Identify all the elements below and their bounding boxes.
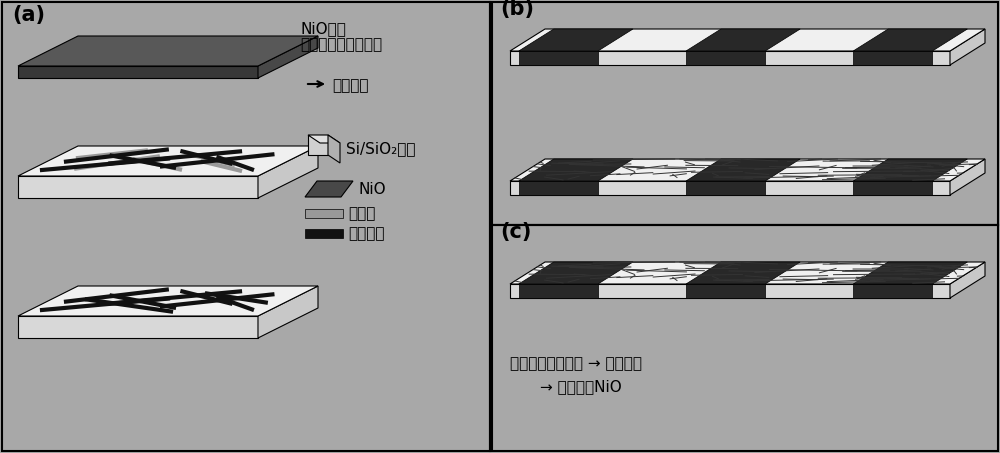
Polygon shape — [18, 146, 318, 176]
Text: 与碳纳米管薄膜接触: 与碳纳米管薄膜接触 — [300, 37, 382, 52]
Polygon shape — [510, 181, 950, 195]
Polygon shape — [18, 286, 318, 316]
Polygon shape — [305, 181, 353, 197]
Text: Si/SiO₂基片: Si/SiO₂基片 — [346, 141, 416, 156]
Text: 转移碳纳米管薄膜 → 碳热反应: 转移碳纳米管薄膜 → 碳热反应 — [510, 356, 642, 371]
Text: NiO: NiO — [359, 182, 387, 197]
Polygon shape — [950, 262, 985, 298]
Text: (c): (c) — [500, 222, 531, 242]
FancyBboxPatch shape — [492, 225, 998, 451]
Text: NiO薄膜: NiO薄膜 — [300, 21, 346, 36]
Polygon shape — [519, 159, 633, 181]
Polygon shape — [18, 36, 318, 66]
Polygon shape — [686, 29, 800, 51]
Polygon shape — [686, 159, 800, 181]
FancyBboxPatch shape — [492, 2, 998, 225]
Text: 金属性: 金属性 — [348, 207, 375, 222]
Text: 碳热反应: 碳热反应 — [332, 78, 368, 93]
Polygon shape — [519, 284, 598, 298]
Polygon shape — [258, 286, 318, 338]
Polygon shape — [853, 284, 932, 298]
Polygon shape — [686, 181, 765, 195]
Polygon shape — [18, 316, 258, 338]
Polygon shape — [308, 135, 340, 143]
Polygon shape — [510, 159, 985, 181]
Polygon shape — [258, 146, 318, 198]
Bar — [305, 209, 343, 218]
Bar — [305, 229, 343, 238]
Polygon shape — [328, 135, 340, 163]
FancyBboxPatch shape — [2, 2, 490, 451]
Polygon shape — [853, 51, 932, 65]
Polygon shape — [950, 159, 985, 195]
Polygon shape — [510, 29, 985, 51]
Polygon shape — [853, 29, 967, 51]
Polygon shape — [510, 51, 950, 65]
Polygon shape — [853, 159, 967, 181]
Polygon shape — [510, 284, 950, 298]
Polygon shape — [686, 262, 800, 284]
Polygon shape — [686, 284, 765, 298]
Polygon shape — [950, 29, 985, 65]
Polygon shape — [258, 36, 318, 78]
Polygon shape — [853, 181, 932, 195]
Text: → 酸洗去除NiO: → 酸洗去除NiO — [540, 379, 622, 394]
Polygon shape — [308, 135, 328, 155]
Polygon shape — [853, 262, 967, 284]
Polygon shape — [18, 176, 258, 198]
Polygon shape — [519, 51, 598, 65]
Polygon shape — [18, 66, 258, 78]
Polygon shape — [519, 262, 633, 284]
Polygon shape — [519, 181, 598, 195]
Text: 半导体性: 半导体性 — [348, 226, 384, 241]
Polygon shape — [510, 262, 985, 284]
Polygon shape — [519, 29, 633, 51]
Text: (b): (b) — [500, 0, 534, 19]
Text: (a): (a) — [12, 5, 45, 25]
Polygon shape — [686, 51, 765, 65]
